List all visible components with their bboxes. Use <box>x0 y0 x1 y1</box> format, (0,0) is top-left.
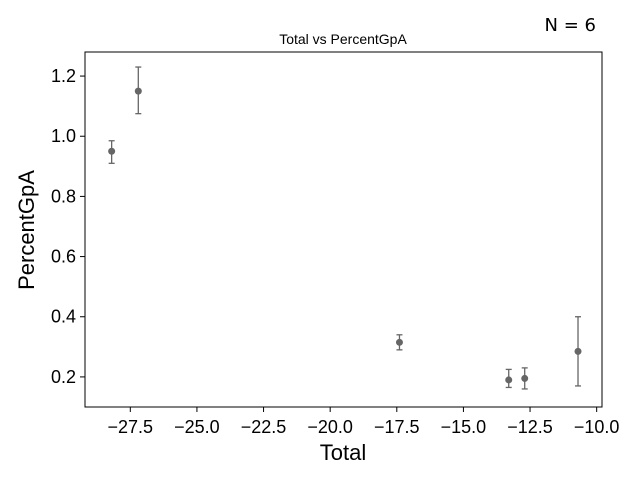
x-tick-label: −22.5 <box>241 417 287 437</box>
data-point-marker <box>574 347 582 355</box>
data-point-marker <box>108 147 116 155</box>
y-tick-label: 0.2 <box>51 367 76 387</box>
x-axis: −27.5 −25.0 −22.5 −20.0 −17.5 −15.0 −12.5 −10.0 <box>108 407 620 437</box>
data-point-group <box>395 334 403 351</box>
y-axis: 0.2 0.4 0.6 0.8 1.0 1.2 <box>51 66 85 387</box>
y-tick-label: 0.6 <box>51 247 76 267</box>
data-point-group <box>108 140 116 164</box>
plot-area-frame <box>84 51 603 408</box>
y-tick-label: 0.8 <box>51 186 76 206</box>
data-point-group <box>505 368 513 389</box>
y-axis-label: PercentGpA <box>14 170 39 290</box>
data-point-group <box>521 367 529 390</box>
x-tick-label: −20.0 <box>307 417 353 437</box>
x-tick-label: −10.0 <box>574 417 620 437</box>
data-point-marker <box>134 87 142 95</box>
chart-title: Total vs PercentGpA <box>279 31 407 47</box>
y-tick-label: 1.0 <box>51 126 76 146</box>
x-tick-label: −12.5 <box>507 417 553 437</box>
x-tick-label: −17.5 <box>374 417 420 437</box>
y-tick-label: 0.4 <box>51 307 76 327</box>
sample-size-annotation: N = 6 <box>545 15 596 36</box>
x-tick-label: −25.0 <box>174 417 220 437</box>
data-point-marker <box>521 374 529 382</box>
x-tick-label: −27.5 <box>108 417 154 437</box>
y-tick-label: 1.2 <box>51 66 76 86</box>
data-point-group <box>574 316 582 387</box>
data-points <box>108 66 582 390</box>
x-tick-label: −15.0 <box>441 417 487 437</box>
data-point-marker <box>505 376 513 384</box>
x-axis-label: Total <box>320 440 366 465</box>
data-point-marker <box>395 338 403 346</box>
data-point-group <box>134 66 142 115</box>
